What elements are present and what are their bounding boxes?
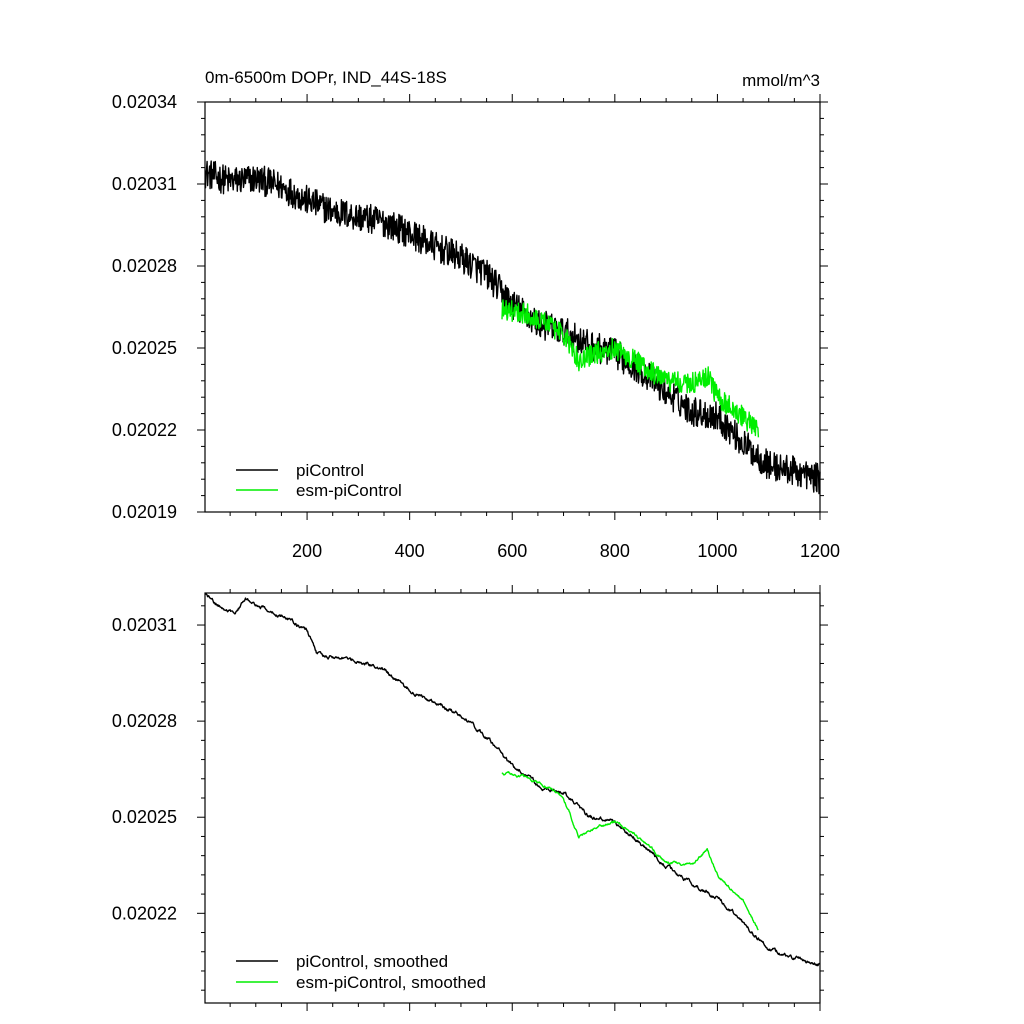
top-panel-units: mmol/m^3 <box>742 71 820 90</box>
x-tick-label: 1000 <box>697 541 737 561</box>
y-tick-label: 0.02022 <box>112 420 177 440</box>
top-panel-series <box>204 160 821 495</box>
series-line-picontrol <box>204 160 821 495</box>
y-tick-label: 0.02019 <box>112 502 177 522</box>
bottom-panel-legend: piControl, smoothed esm-piControl, smoot… <box>236 952 486 992</box>
y-tick-label: 0.02031 <box>112 615 177 635</box>
bottom-panel-series <box>204 593 821 967</box>
series-line-esm-picontrol-smoothed <box>501 771 759 931</box>
bottom-panel-frame <box>204 592 821 1004</box>
bottom-panel-ticks <box>197 585 828 1011</box>
bottom-panel-y-tick-labels: 0.02031 0.02028 0.02025 0.02022 <box>112 615 177 923</box>
y-tick-label: 0.02022 <box>112 903 177 923</box>
top-panel-x-tick-labels: 200 400 600 800 1000 1200 <box>292 541 840 561</box>
y-tick-label: 0.02031 <box>112 174 177 194</box>
top-panel-frame <box>204 101 821 513</box>
series-line-esm-picontrol <box>501 299 760 438</box>
x-tick-label: 600 <box>497 541 527 561</box>
legend-label-picontrol-smoothed: piControl, smoothed <box>296 952 448 971</box>
y-tick-label: 0.02025 <box>112 338 177 358</box>
top-panel-legend: piControl esm-piControl <box>236 461 402 500</box>
y-tick-label: 0.02034 <box>112 92 177 112</box>
legend-label-picontrol: piControl <box>296 461 364 480</box>
series-line-picontrol-smoothed <box>204 593 821 967</box>
y-tick-label: 0.02028 <box>112 711 177 731</box>
y-tick-label: 0.02025 <box>112 807 177 827</box>
legend-label-esm-picontrol: esm-piControl <box>296 481 402 500</box>
top-panel-ticks <box>197 94 828 520</box>
bottom-panel: 0.02031 0.02028 0.02025 0.02022 piControl, … <box>112 585 828 1011</box>
x-tick-label: 800 <box>600 541 630 561</box>
legend-label-esm-picontrol-smoothed: esm-piControl, smoothed <box>296 973 486 992</box>
x-tick-label: 1200 <box>800 541 840 561</box>
x-tick-label: 200 <box>292 541 322 561</box>
y-tick-label: 0.02028 <box>112 256 177 276</box>
top-panel: 0m-6500m DOPr, IND_44S-18S mmol/m^3 0.02… <box>112 68 840 561</box>
top-panel-title: 0m-6500m DOPr, IND_44S-18S <box>205 68 447 87</box>
top-panel-y-tick-labels: 0.02034 0.02031 0.02028 0.02025 0.02022 0.020… <box>112 92 177 522</box>
x-tick-label: 400 <box>395 541 425 561</box>
